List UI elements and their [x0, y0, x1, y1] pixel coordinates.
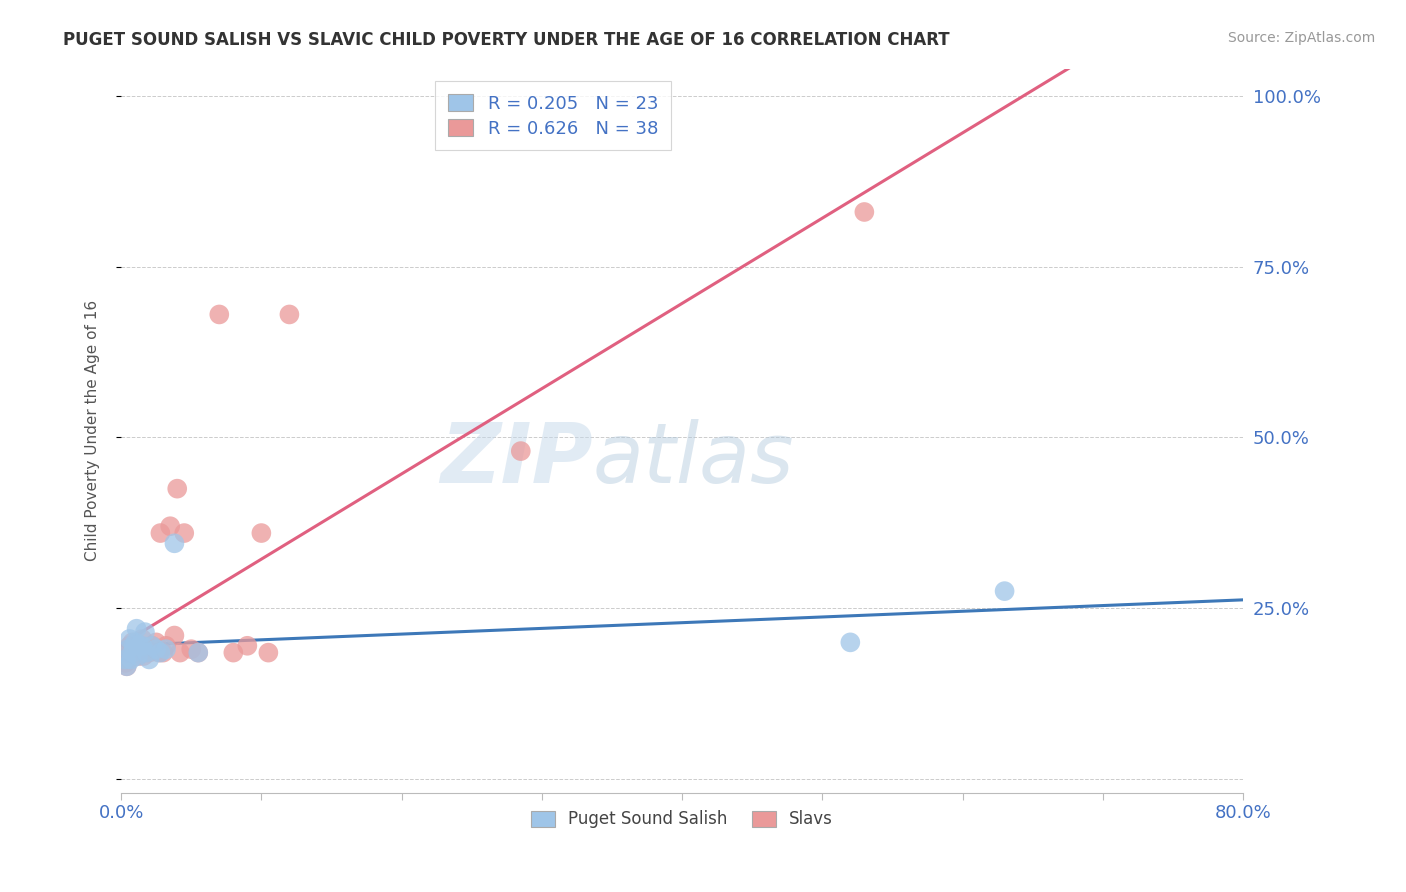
Point — [112, 652, 135, 666]
Point — [127, 648, 149, 663]
Text: PUGET SOUND SALISH VS SLAVIC CHILD POVERTY UNDER THE AGE OF 16 CORRELATION CHART: PUGET SOUND SALISH VS SLAVIC CHILD POVER… — [63, 31, 950, 49]
Point — [122, 639, 145, 653]
Point — [149, 646, 172, 660]
Point — [135, 642, 157, 657]
Point — [152, 646, 174, 660]
Point — [121, 646, 143, 660]
Point — [236, 639, 259, 653]
Point — [118, 639, 141, 653]
Point — [114, 652, 136, 666]
Point — [208, 308, 231, 322]
Point — [122, 642, 145, 657]
Point — [180, 642, 202, 657]
Point — [114, 656, 136, 670]
Point — [138, 652, 160, 666]
Point — [118, 632, 141, 646]
Point — [141, 639, 163, 653]
Point — [134, 625, 156, 640]
Point — [131, 632, 153, 646]
Point — [131, 639, 153, 653]
Point — [141, 639, 163, 653]
Point — [128, 639, 150, 653]
Point — [132, 648, 155, 663]
Text: ZIP: ZIP — [440, 419, 592, 500]
Point — [839, 635, 862, 649]
Point — [155, 642, 177, 657]
Point — [993, 584, 1015, 599]
Point — [121, 635, 143, 649]
Point — [166, 482, 188, 496]
Point — [145, 635, 167, 649]
Point — [125, 622, 148, 636]
Point — [257, 646, 280, 660]
Point — [148, 646, 170, 660]
Point — [222, 646, 245, 660]
Y-axis label: Child Poverty Under the Age of 16: Child Poverty Under the Age of 16 — [86, 300, 100, 561]
Point — [278, 308, 301, 322]
Point — [117, 646, 139, 660]
Text: atlas: atlas — [592, 419, 794, 500]
Point — [129, 639, 152, 653]
Point — [145, 642, 167, 657]
Point — [120, 646, 142, 660]
Point — [250, 526, 273, 541]
Point — [127, 648, 149, 663]
Point — [115, 659, 138, 673]
Point — [163, 536, 186, 550]
Point — [159, 519, 181, 533]
Point — [187, 646, 209, 660]
Point — [125, 646, 148, 660]
Point — [124, 635, 146, 649]
Point — [124, 642, 146, 657]
Point — [138, 646, 160, 660]
Point — [163, 628, 186, 642]
Text: Source: ZipAtlas.com: Source: ZipAtlas.com — [1227, 31, 1375, 45]
Legend: Puget Sound Salish, Slavs: Puget Sound Salish, Slavs — [524, 804, 839, 835]
Point — [173, 526, 195, 541]
Point — [115, 659, 138, 673]
Point — [135, 646, 157, 660]
Point — [509, 444, 531, 458]
Point — [853, 205, 876, 219]
Point — [149, 526, 172, 541]
Point — [187, 646, 209, 660]
Point — [155, 639, 177, 653]
Point — [169, 646, 191, 660]
Point — [120, 652, 142, 666]
Point — [117, 642, 139, 657]
Point — [128, 639, 150, 653]
